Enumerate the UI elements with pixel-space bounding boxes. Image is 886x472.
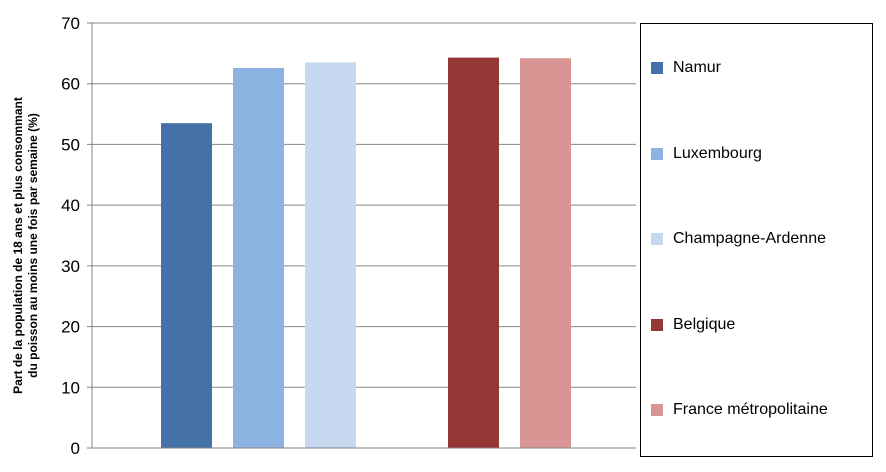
legend-item: Namur [651, 58, 721, 78]
legend-label: Belgique [673, 316, 736, 333]
y-axis-label-line: du poisson au moins une fois par semaine… [26, 113, 40, 378]
legend-label: France métropolitaine [673, 401, 828, 418]
y-tick-label: 10 [61, 378, 80, 397]
legend-item: Belgique [651, 315, 735, 335]
legend-swatch [651, 148, 663, 160]
bar-belgique [448, 57, 499, 448]
legend-swatch [651, 319, 663, 331]
legend-label: Luxembourg [673, 145, 762, 162]
legend-item: Luxembourg [651, 144, 762, 164]
y-tick-label: 30 [61, 257, 80, 276]
bar-luxembourg [233, 67, 284, 448]
bar-france-m-tropolitaine [520, 58, 571, 448]
legend-swatch [651, 404, 663, 416]
y-axis-label: Part de la population de 18 ans et plus … [11, 97, 40, 394]
legend-swatch [651, 233, 663, 245]
y-axis-label-line: Part de la population de 18 ans et plus … [11, 97, 25, 394]
y-tick-label: 60 [61, 75, 80, 94]
y-axis-ticks: 0 10 20 30 40 50 60 70 [61, 14, 92, 458]
y-tick-label: 50 [61, 135, 80, 154]
legend-item: Champagne-Ardenne [651, 229, 826, 249]
y-tick-label: 70 [61, 14, 80, 33]
legend-label: Champagne-Ardenne [673, 230, 826, 247]
y-tick-label: 20 [61, 318, 80, 337]
legend: Namur Luxembourg Champagne-Ardenne Belgique… [640, 23, 873, 457]
bars [161, 57, 571, 448]
bar-champagne-ardenne [305, 62, 356, 448]
legend-swatch [651, 62, 663, 74]
y-tick-label: 40 [61, 196, 80, 215]
y-tick-label: 0 [71, 439, 80, 458]
legend-label: Namur [673, 59, 722, 76]
bar-namur [161, 123, 212, 448]
legend-item: France métropolitaine [651, 400, 828, 420]
